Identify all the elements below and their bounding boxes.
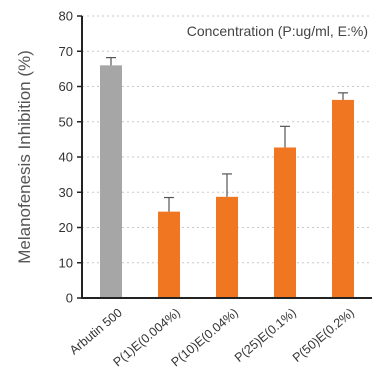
bar [100,65,122,298]
bar [216,196,238,298]
y-tick-label: 0 [66,291,73,306]
y-axis-label: Melanofenesis Inhibition (%) [15,50,34,264]
y-tick-label: 50 [59,114,73,129]
y-tick-label: 70 [59,44,73,59]
y-tick-label: 30 [59,185,73,200]
x-tick-labels: Arbutin 500P(1)E(0.004%)P(10)E(0.04%)P(2… [67,306,357,370]
y-tick-label: 80 [59,9,73,24]
concentration-note: Concentration (P:ug/ml, E:%) [187,23,368,39]
x-tick-label: Arbutin 500 [67,306,125,358]
bar [158,211,180,298]
y-tick-label: 60 [59,79,73,94]
y-tick-labels: 0 10 20 30 40 50 60 70 80 [59,9,82,306]
y-tick-label: 40 [59,150,73,165]
x-tick-label: P(50)E(0.2%) [290,306,357,365]
x-tick-label: P(25)E(0.1%) [232,306,299,365]
bar [274,147,296,298]
bars [100,65,354,299]
error-bars [106,56,348,212]
y-tick-label: 10 [59,255,73,270]
bar [332,99,354,299]
y-tick-label: 20 [59,220,73,235]
